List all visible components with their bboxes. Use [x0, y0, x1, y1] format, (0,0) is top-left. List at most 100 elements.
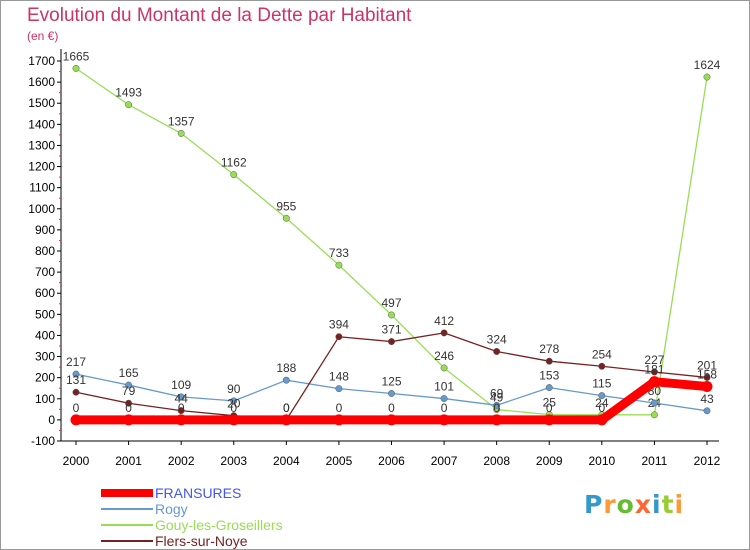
data-label-gouy-les-groseillers: 497	[381, 296, 401, 310]
data-label-flers-sur-noye: 20	[227, 397, 241, 411]
data-point-gouy-les-groseillers	[125, 101, 133, 109]
data-label-rogy: 153	[539, 369, 559, 383]
data-label-rogy: 109	[171, 378, 191, 392]
data-label-fransures: 0	[388, 401, 395, 415]
data-point-gouy-les-groseillers	[72, 64, 80, 72]
logo-letter: r	[603, 490, 617, 519]
data-point-rogy	[493, 401, 501, 409]
legend-label-flers-sur-noye: Flers-sur-Noye	[155, 533, 248, 549]
legend-item-rogy: Rogy	[101, 501, 361, 517]
y-tick-label: 900	[35, 223, 55, 237]
data-point-rogy	[703, 407, 711, 415]
data-point-fransures	[70, 414, 82, 426]
legend-swatch-flers-sur-noye	[101, 540, 153, 542]
data-point-rogy	[598, 392, 606, 400]
data-label-flers-sur-noye: 278	[539, 342, 559, 356]
y-tick-label: 500	[35, 307, 55, 321]
x-tick-label: 2003	[220, 454, 247, 468]
data-label-gouy-les-groseillers: 1162	[221, 156, 247, 170]
data-point-rogy	[440, 395, 448, 403]
y-tick-label: 600	[35, 286, 55, 300]
data-point-gouy-les-groseillers	[388, 311, 395, 319]
data-label-rogy: 101	[434, 380, 454, 394]
data-label-flers-sur-noye: 324	[487, 332, 507, 346]
data-label-flers-sur-noye: 412	[434, 314, 454, 328]
x-tick-label: 2002	[168, 454, 195, 468]
data-label-fransures: 0	[546, 401, 553, 415]
legend-item-gouy-les-groseillers: Gouy-les-Groseillers	[101, 517, 361, 533]
data-point-rogy	[282, 376, 290, 384]
data-point-gouy-les-groseillers	[282, 214, 290, 222]
data-point-flers-sur-noye	[72, 388, 80, 396]
x-tick-label: 2008	[483, 454, 510, 468]
data-point-fransures	[280, 414, 292, 426]
chart-unit-label: (en €)	[27, 29, 59, 43]
data-point-flers-sur-noye	[650, 368, 658, 376]
data-point-fransures	[701, 381, 713, 393]
data-point-flers-sur-noye	[493, 348, 501, 355]
data-label-gouy-les-groseillers: 733	[329, 246, 349, 260]
data-point-fransures	[175, 414, 187, 426]
data-label-gouy-les-groseillers: 24	[595, 396, 609, 410]
data-label-flers-sur-noye: 131	[66, 373, 86, 387]
data-point-rogy	[230, 397, 238, 405]
data-point-flers-sur-noye	[388, 338, 395, 346]
data-label-flers-sur-noye: 44	[174, 392, 188, 406]
data-point-rogy	[545, 384, 553, 392]
data-point-fransures	[386, 414, 397, 426]
y-tick-label: 100	[35, 392, 55, 406]
data-label-gouy-les-groseillers: 1357	[168, 114, 195, 128]
data-point-rogy	[388, 390, 395, 397]
logo-letter: x	[634, 490, 652, 519]
data-label-flers-sur-noye: 227	[644, 353, 664, 367]
data-label-gouy-les-groseillers: 49	[490, 391, 504, 405]
x-tick-label: 2004	[273, 454, 300, 468]
y-tick-label: 1300	[28, 138, 55, 152]
data-label-rogy: 217	[66, 355, 86, 369]
y-tick-label: 1100	[29, 181, 55, 195]
data-label-fransures: 0	[73, 401, 80, 415]
y-tick-label: 800	[35, 244, 55, 258]
data-label-flers-sur-noye: 0	[283, 401, 290, 415]
data-label-fransures: 0	[493, 401, 500, 415]
chart-title: Evolution du Montant de la Dette par Hab…	[27, 5, 412, 26]
data-label-rogy: 125	[381, 375, 401, 389]
y-tick-label: 1000	[28, 202, 55, 216]
data-point-gouy-les-groseillers	[335, 261, 343, 269]
data-point-flers-sur-noye	[545, 357, 553, 365]
x-tick-label: 2011	[642, 454, 668, 468]
x-tick-label: 2012	[694, 454, 721, 468]
data-point-gouy-les-groseillers	[230, 171, 238, 179]
data-label-rogy: 90	[227, 382, 241, 396]
data-label-flers-sur-noye: 201	[697, 358, 717, 372]
data-point-fransures	[596, 414, 608, 426]
data-label-gouy-les-groseillers: 1665	[63, 49, 90, 63]
logo-letter: i	[652, 490, 662, 519]
data-point-rogy	[650, 399, 658, 407]
data-label-gouy-les-groseillers: 246	[434, 349, 454, 363]
x-tick-label: 2000	[63, 454, 90, 468]
y-tick-label: -100	[31, 434, 55, 448]
data-label-fransures: 158	[697, 368, 717, 382]
y-tick-label: 1400	[28, 117, 55, 131]
data-point-flers-sur-noye	[177, 407, 185, 415]
x-tick-label: 2010	[588, 454, 615, 468]
legend-swatch-gouy-les-groseillers	[101, 524, 153, 526]
legend-item-fransures: FRANSURES	[101, 485, 361, 501]
chart-legend: FRANSURES Rogy Gouy-les-Groseillers Fler…	[101, 485, 361, 549]
data-point-rogy	[335, 385, 343, 393]
data-label-gouy-les-groseillers: 25	[543, 396, 557, 410]
data-label-fransures: 0	[441, 401, 448, 415]
data-point-flers-sur-noye	[125, 399, 133, 407]
logo-letter: i	[674, 490, 685, 519]
legend-label-fransures: FRANSURES	[155, 485, 242, 501]
data-point-rogy	[72, 370, 80, 378]
data-label-rogy: 69	[490, 386, 504, 400]
data-label-fransures: 0	[283, 401, 290, 415]
data-label-rogy: 188	[276, 361, 296, 375]
data-point-flers-sur-noye	[335, 333, 343, 341]
data-label-rogy: 115	[592, 377, 611, 391]
y-tick-label: 1700	[28, 54, 55, 68]
